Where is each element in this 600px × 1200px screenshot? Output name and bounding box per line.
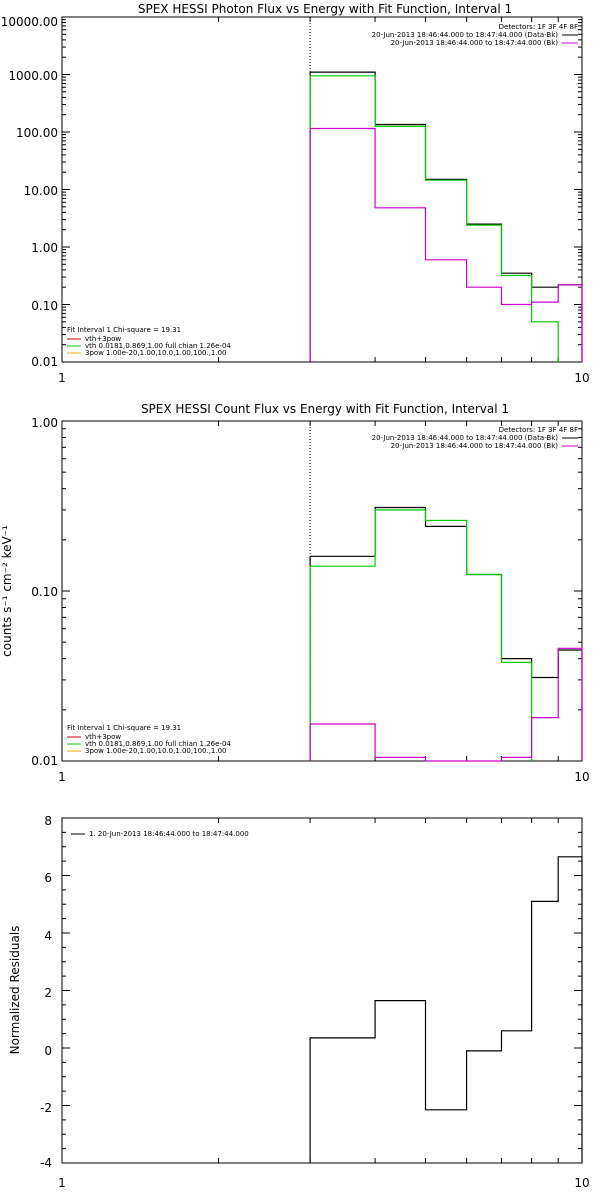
panel-2-ytick-1: 1.00: [31, 416, 58, 430]
panel-3-ytick-2: 2: [44, 986, 52, 1000]
panel-1-ytick-1: 1.00: [31, 241, 58, 255]
panel-2-ylabel: counts s⁻¹ cm⁻² keV⁻¹: [0, 525, 14, 657]
panel-2-legend-fit: Fit Interval 1 Chi-square = 19.31: [67, 724, 181, 732]
panel-1-xtick-1: 1: [58, 371, 66, 385]
panel-1-legend-fit: Fit Interval 1 Chi-square = 19.31: [67, 326, 181, 334]
series-0-histogram: [309, 71, 583, 362]
count-flux-panel: SPEX HESSI Count Flux vs Energy with Fit…: [0, 402, 590, 784]
series-0-histogram: [309, 856, 583, 1163]
panel-1-ytick-1000: 1000.00: [8, 69, 58, 83]
panel-2-title: SPEX HESSI Count Flux vs Energy with Fit…: [141, 402, 509, 416]
series-2-histogram: [309, 647, 583, 762]
panel-1-xtick-10: 10: [574, 371, 589, 385]
panel-2-xtick-10: 10: [574, 770, 589, 784]
panel-3-frame: [61, 817, 583, 1164]
panel-3-ytick-6: 6: [44, 871, 52, 885]
panel-1-legend-detectors: Detectors: 1F 3F 4F 8F: [499, 23, 578, 31]
panel-1-ytick-0.01: 0.01: [31, 355, 58, 369]
panel-1-frame: [61, 16, 583, 363]
panel-2-legend-detectors: Detectors: 1F 3F 4F 8F: [499, 426, 578, 434]
panel-2-series: [61, 421, 583, 762]
panel-3-ytick-4: 4: [44, 929, 52, 943]
panel-1-series: [61, 17, 583, 363]
panel-2-ytick-0.1: 0.10: [31, 585, 58, 599]
panel-2-legend-3pow: 3pow 1.00e-20,1.00,10.0,1.00,100.,1.00: [85, 747, 227, 755]
panel-2-xtick-1: 1: [58, 770, 66, 784]
series-1-histogram: [309, 75, 559, 362]
panel-3-ylabel: Normalized Residuals: [8, 926, 22, 1055]
panel-1-legend-bk: 20-Jun-2013 18:46:44.000 to 18:47:44.000…: [391, 39, 559, 47]
panel-1-ytick-10: 10.00: [24, 184, 58, 198]
panel-1-legend-3pow: 3pow 1.00e-20,1.00,10.0,1.00,100.,1.00: [85, 349, 227, 357]
panel-3-ytick-8: 8: [44, 814, 52, 828]
series-1-histogram: [309, 509, 533, 761]
panel-3-ytick-0: 0: [44, 1044, 52, 1058]
panel-3-xtick-1: 1: [58, 1176, 66, 1190]
panel-2-ytick-0.01: 0.01: [31, 754, 58, 768]
residuals-panel: 8 6 4 2 0 -2 -4 1 10 Normalized Residual…: [8, 814, 590, 1190]
series-2-histogram: [309, 127, 583, 362]
panel-1-ytick-100: 100.00: [16, 126, 58, 140]
photon-flux-panel: SPEX HESSI Photon Flux vs Energy with Fi…: [1, 2, 590, 385]
panel-1-legend-data: 20-Jun-2013 18:46:44.000 to 18:47:44.000…: [372, 31, 559, 39]
panel-2-legend-bk: 20-Jun-2013 18:46:44.000 to 18:47:44.000…: [391, 442, 559, 450]
panel-1-legend-vth: vth 0.0181,0.869,1.00 full chian 1.26e-0…: [85, 342, 231, 350]
panel-1-ytick-10000: 10000.00: [1, 15, 58, 29]
panel-2-legend-vth3pow: vth+3pow: [85, 733, 121, 741]
series-0-histogram: [309, 506, 583, 761]
panel-3-ytick-neg4: -4: [40, 1156, 52, 1170]
panel-2-frame: [61, 420, 583, 762]
panel-1-ytick-0.1: 0.10: [31, 299, 58, 313]
panel-3-xtick-10: 10: [574, 1176, 589, 1190]
panel-2-legend-data: 20-Jun-2013 18:46:44.000 to 18:47:44.000…: [372, 434, 559, 442]
panel-1-legend-vth3pow: vth+3pow: [85, 335, 121, 343]
panel-3-ytick-neg2: -2: [40, 1101, 52, 1115]
panel-1-title: SPEX HESSI Photon Flux vs Energy with Fi…: [138, 2, 512, 16]
panel-2-legend-vth: vth 0.0181,0.869,1.00 full chian 1.26e-0…: [85, 740, 231, 748]
panel-3-series: [61, 817, 583, 1164]
panel-3-legend-interval: 1. 20-Jun-2013 18:46:44.000 to 18:47:44.…: [89, 830, 249, 838]
